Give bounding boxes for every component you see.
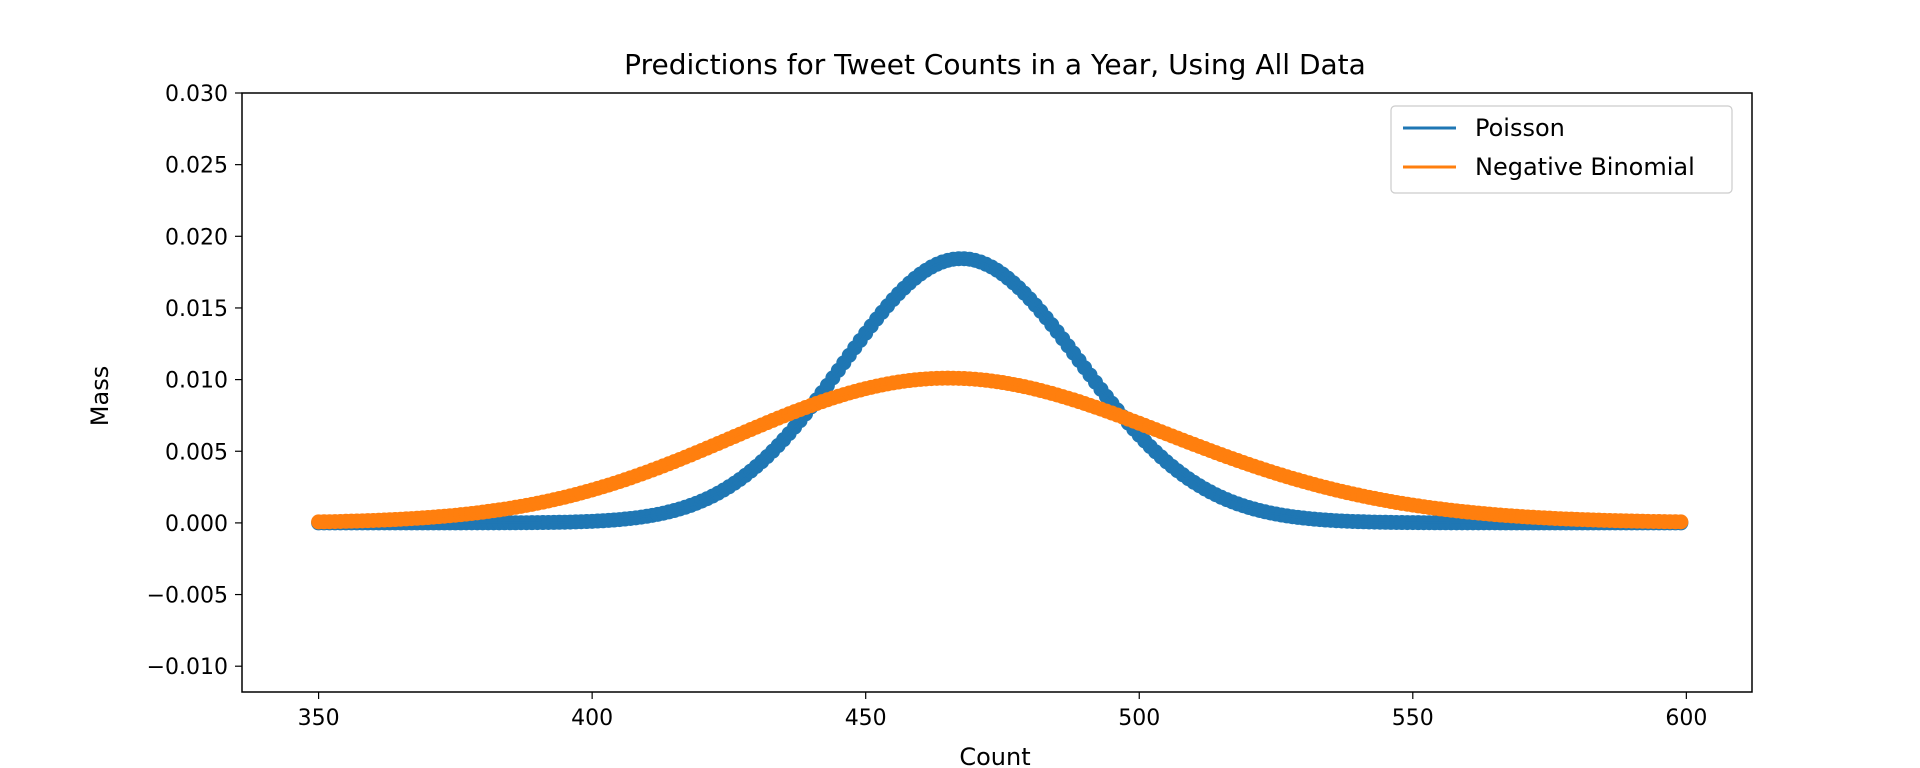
axes: 350 400 450 500 550 600 −0.010 −0.005 0.000 0.005… [147, 82, 1753, 731]
legend: Poisson Negative Binomial [1390, 105, 1733, 194]
chart-title: Predictions for Tweet Counts in a Year, … [624, 48, 1366, 81]
series-negative-binomial [311, 370, 1689, 530]
legend-label-poisson: Poisson [1475, 114, 1565, 142]
plot-area [311, 251, 1689, 531]
legend-label-negative-binomial: Negative Binomial [1475, 153, 1695, 181]
x-tick-label: 500 [1118, 706, 1160, 731]
y-tick-label: 0.025 [165, 154, 228, 179]
x-tick-label: 600 [1665, 706, 1707, 731]
y-tick-label: 0.010 [165, 369, 228, 394]
y-tick-label: −0.010 [147, 655, 228, 680]
y-tick-label: 0.000 [165, 512, 228, 537]
x-tick-label: 350 [298, 706, 340, 731]
x-axis-label: Count [959, 743, 1030, 768]
y-tick-label: −0.005 [147, 584, 228, 609]
y-axis-label: Mass [86, 366, 114, 426]
legend-box [1390, 105, 1733, 194]
series-poisson [311, 251, 1689, 531]
x-tick-label: 550 [1392, 706, 1434, 731]
y-tick-label: 0.030 [165, 82, 228, 107]
plot-frame [241, 92, 1753, 693]
x-tick-label: 450 [845, 706, 887, 731]
x-tick-label: 400 [571, 706, 613, 731]
series-line [318, 377, 1681, 523]
y-tick-label: 0.020 [165, 225, 228, 250]
series-line [318, 257, 1681, 524]
y-tick-label: 0.005 [165, 440, 228, 465]
y-tick-label: 0.015 [165, 297, 228, 322]
